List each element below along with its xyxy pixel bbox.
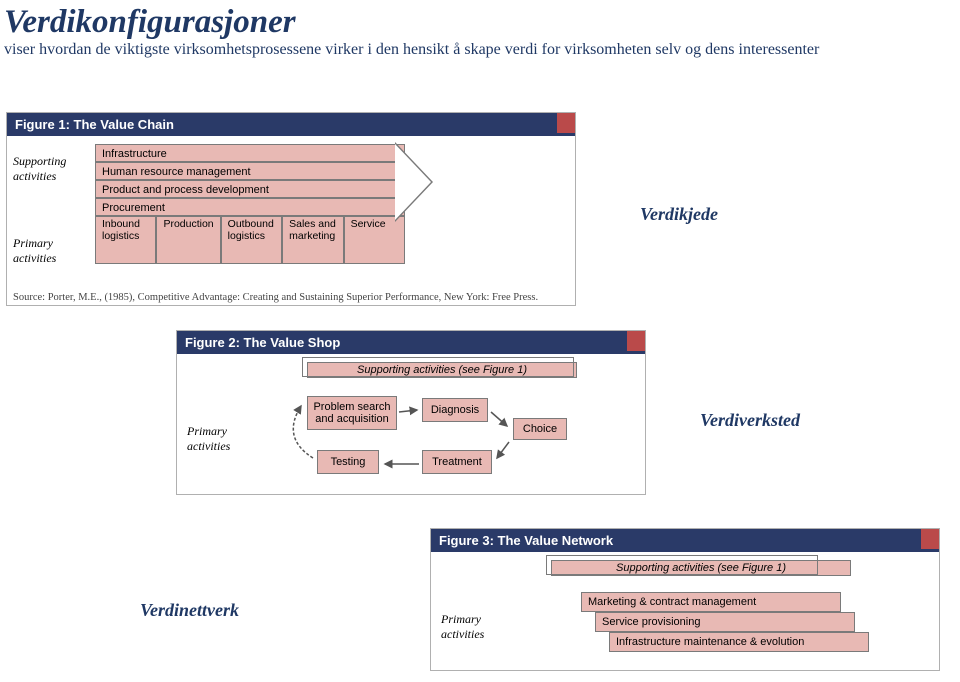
supporting-activities-label: Supporting activities: [13, 154, 83, 184]
layer: Infrastructure maintenance & evolution: [609, 632, 869, 652]
primary-cell: Service: [344, 216, 405, 264]
annotation-verdiverksted: Verdiverksted: [700, 410, 800, 431]
support-row: Product and process development: [95, 180, 405, 198]
support-rows: Infrastructure Human resource management…: [95, 144, 405, 216]
primary-activities-label: Primary activities: [441, 612, 511, 642]
node-choice: Choice: [513, 418, 567, 440]
primary-cell: Sales and marketing: [282, 216, 343, 264]
arrow-icon: [395, 144, 431, 220]
primary-activities-label: Primary activities: [187, 424, 257, 454]
figure1-header: Figure 1: The Value Chain: [7, 113, 575, 136]
page-subtitle: viser hvordan de viktigste virksomhetspr…: [0, 41, 930, 65]
node-treatment: Treatment: [422, 450, 492, 474]
annotation-verdikjede: Verdikjede: [640, 204, 718, 225]
layer: Marketing & contract management: [581, 592, 841, 612]
primary-row: Inbound logistics Production Outbound lo…: [95, 216, 405, 264]
primary-cell: Outbound logistics: [221, 216, 282, 264]
primary-cell: Inbound logistics: [95, 216, 156, 264]
figure3-header: Figure 3: The Value Network: [431, 529, 939, 552]
node-diagnosis: Diagnosis: [422, 398, 488, 422]
support-banner: Supporting activities (see Figure 1): [307, 362, 577, 378]
figure1-source: Source: Porter, M.E., (1985), Competitiv…: [7, 286, 575, 305]
figure2-header: Figure 2: The Value Shop: [177, 331, 645, 354]
figure-value-network: Figure 3: The Value Network Supporting a…: [430, 528, 940, 671]
node-problem: Problem search and acquisition: [307, 396, 397, 430]
node-testing: Testing: [317, 450, 379, 474]
primary-activities-label: Primary activities: [13, 236, 83, 266]
annotation-verdinettverk: Verdinettverk: [140, 600, 239, 621]
support-banner: Supporting activities (see Figure 1): [551, 560, 851, 576]
support-row: Human resource management: [95, 162, 405, 180]
primary-cell: Production: [156, 216, 220, 264]
support-row: Infrastructure: [95, 144, 405, 162]
figure-value-shop: Figure 2: The Value Shop Supporting acti…: [176, 330, 646, 495]
page-title: Verdikonfigurasjoner: [0, 0, 960, 41]
support-row: Procurement: [95, 198, 405, 216]
figure-value-chain: Figure 1: The Value Chain Supporting act…: [6, 112, 576, 306]
layer: Service provisioning: [595, 612, 855, 632]
